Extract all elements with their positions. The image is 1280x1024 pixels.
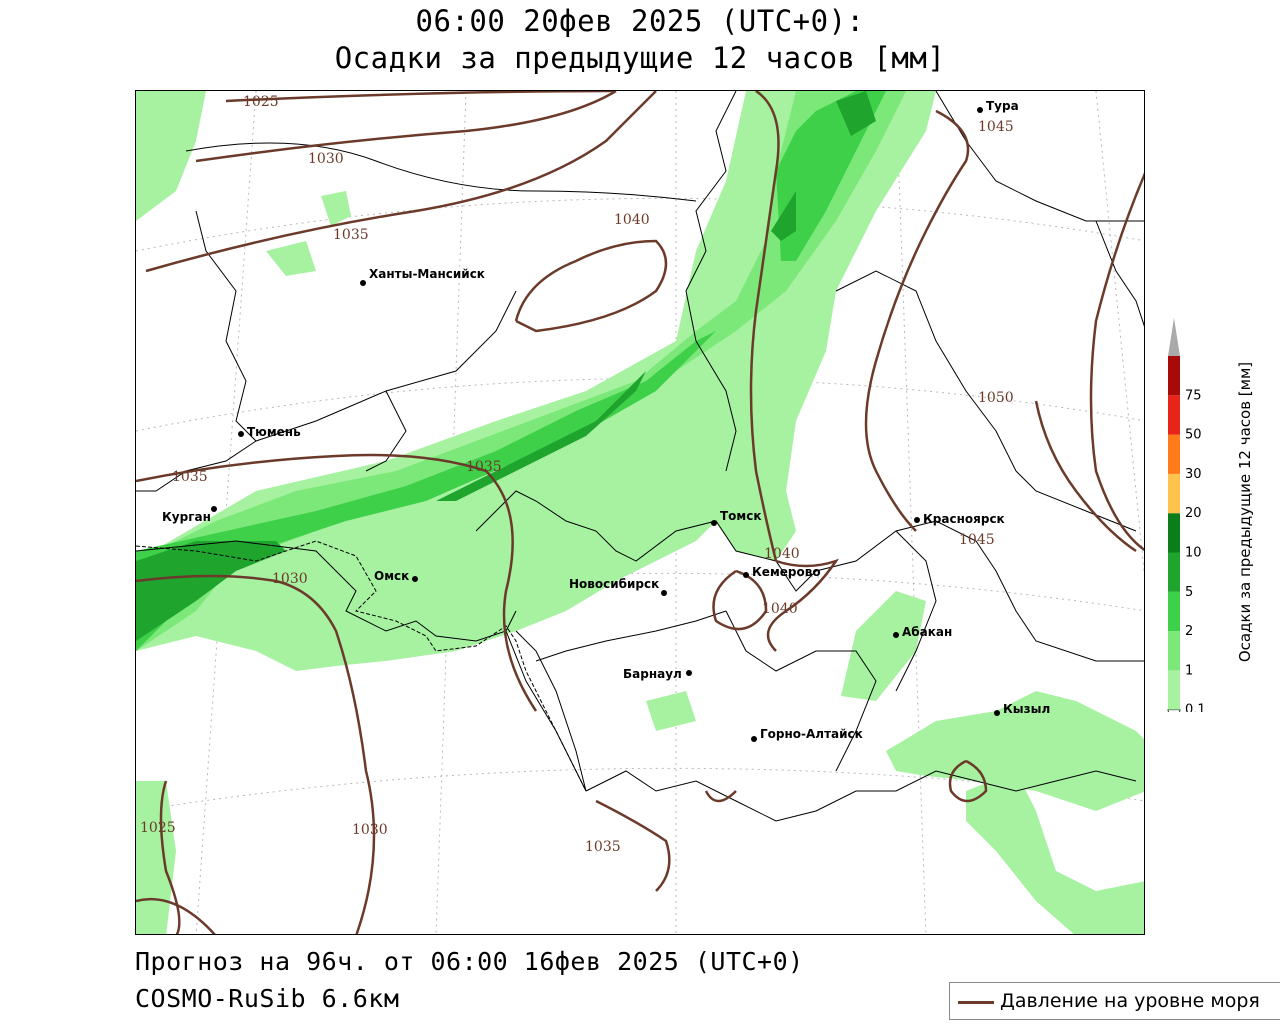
city-omsk: Омск [374, 569, 418, 583]
city-label: Барнаул [623, 667, 682, 681]
colorbar-swatches [1167, 318, 1181, 748]
city-krasnoyarsk: Красноярск [914, 512, 1005, 526]
city-label: Тура [986, 99, 1019, 113]
city-khanty-mansiysk: Ханты-Мансийск [360, 267, 485, 286]
colorbar-tick-label: 75 [1185, 388, 1202, 403]
city-marker [914, 517, 920, 523]
city-label: Красноярск [923, 512, 1005, 526]
colorbar-swatch [1168, 670, 1180, 710]
precipitation-field [136, 91, 1144, 934]
colorbar-tick-label: 20 [1185, 506, 1202, 521]
city-tyumen: Тюмень [238, 425, 301, 439]
precipitation-map: 1025 1030 1035 1040 1045 1035 1035 1030 … [135, 90, 1145, 935]
city-label: Кемерово [752, 565, 821, 579]
colorbar-swatch [1168, 395, 1180, 435]
colorbar-max-cap [1168, 318, 1180, 356]
precipitation-field-5mm [136, 91, 876, 641]
model-name: COSMO-RuSib 6.6км [135, 984, 400, 1013]
isobar-label: 1035 [333, 227, 369, 243]
colorbar-swatch [1168, 513, 1180, 553]
isobar-label: 1050 [978, 390, 1014, 406]
isobars [136, 91, 1144, 934]
city-label: Ханты-Мансийск [369, 267, 485, 281]
city-novosibirsk: Новосибирск [569, 577, 667, 596]
cities: Тура Ханты-Мансийск Тюмень Курган Омск Н… [162, 99, 1050, 742]
city-label: Томск [720, 509, 762, 523]
city-label: Тюмень [247, 425, 301, 439]
isobar-labels: 1025 1030 1035 1040 1045 1035 1035 1030 … [140, 94, 1014, 855]
forecast-info: Прогноз на 96ч. от 06:00 16фев 2025 (UTC… [135, 947, 804, 976]
city-tomsk: Томск [711, 509, 762, 526]
city-gorno-altaysk: Горно-Алтайск [751, 727, 863, 742]
city-label: Новосибирск [569, 577, 659, 591]
colorbar-tick-label: 1 [1185, 663, 1193, 678]
colorbar-swatch [1168, 356, 1180, 396]
city-marker [751, 736, 757, 742]
colorbar-title: Осадки за предыдущие 12 часов [мм] [1236, 362, 1254, 662]
city-kyzyl: Кызыл [994, 702, 1050, 716]
city-marker [412, 576, 418, 582]
city-barnaul: Барнаул [623, 667, 692, 681]
city-abakan: Абакан [893, 625, 952, 639]
isobar-label: 1025 [243, 94, 279, 110]
colorbar-swatch [1168, 434, 1180, 474]
city-kemerovo: Кемерово [743, 565, 821, 579]
pressure-legend: Давление на уровне моря [949, 982, 1280, 1020]
colorbar-tick-label: 2 [1185, 624, 1193, 639]
colorbar-tick-labels: 0.1 1 2 5 10 20 30 50 75 [1185, 388, 1206, 717]
isobar-label: 1040 [764, 546, 800, 562]
colorbar-swatch [1168, 552, 1180, 592]
colorbar-min-cap [1167, 709, 1181, 748]
isobar-label: 1035 [466, 459, 502, 475]
city-marker [360, 280, 366, 286]
isobar-label: 1040 [614, 212, 650, 228]
city-label: Горно-Алтайск [760, 727, 863, 741]
city-tura: Тура [977, 99, 1019, 113]
isobar-label: 1040 [762, 601, 798, 617]
isobar-label: 1045 [959, 532, 995, 548]
isobar-label: 1030 [272, 571, 308, 587]
city-marker [711, 520, 717, 526]
colorbar-tick-label: 0.1 [1185, 703, 1206, 712]
colorbar-tick-label: 10 [1185, 546, 1202, 561]
colorbar-swatch [1168, 473, 1180, 514]
city-marker [686, 670, 692, 676]
pressure-legend-label: Давление на уровне моря [1000, 990, 1260, 1012]
city-label: Абакан [902, 625, 952, 639]
administrative-borders [136, 91, 1144, 822]
isobar-label: 1035 [585, 839, 621, 855]
city-label: Кызыл [1003, 702, 1050, 716]
city-marker [211, 506, 217, 512]
isobar-label: 1035 [172, 469, 208, 485]
colorbar-canvas: 0.1 1 2 5 10 20 30 50 75 Осадки за предыдущие 12… [1167, 318, 1254, 748]
city-label: Курган [162, 510, 211, 524]
map-title-parameter: Осадки за предыдущие 12 часов [мм] [334, 41, 946, 75]
precipitation-colorbar: 0.1 1 2 5 10 20 30 50 75 Осадки за предыдущие 12… [1160, 312, 1260, 748]
precipitation-field-2mm [136, 91, 886, 651]
city-marker [238, 431, 244, 437]
colorbar-tick-label: 30 [1185, 467, 1202, 482]
colorbar-tick-label: 50 [1185, 428, 1202, 443]
map-title-time: 06:00 20фев 2025 (UTC+0): [415, 4, 865, 38]
isobar-label: 1030 [352, 822, 388, 838]
colorbar-swatch [1168, 591, 1180, 632]
city-kurgan: Курган [162, 506, 217, 524]
city-marker [661, 590, 667, 596]
city-marker [893, 632, 899, 638]
isobar-legend-line [958, 1001, 994, 1004]
city-marker [743, 572, 749, 578]
colorbar-tick-label: 5 [1185, 585, 1193, 600]
isobar-label: 1025 [140, 820, 176, 836]
city-marker [994, 710, 1000, 716]
city-label: Омск [374, 569, 409, 583]
state-border [136, 540, 587, 792]
isobar-label: 1045 [978, 119, 1014, 135]
map-canvas: 1025 1030 1035 1040 1045 1035 1035 1030 … [136, 91, 1144, 934]
city-marker [977, 107, 983, 113]
colorbar-swatch [1168, 631, 1180, 671]
isobar-label: 1030 [308, 151, 344, 167]
